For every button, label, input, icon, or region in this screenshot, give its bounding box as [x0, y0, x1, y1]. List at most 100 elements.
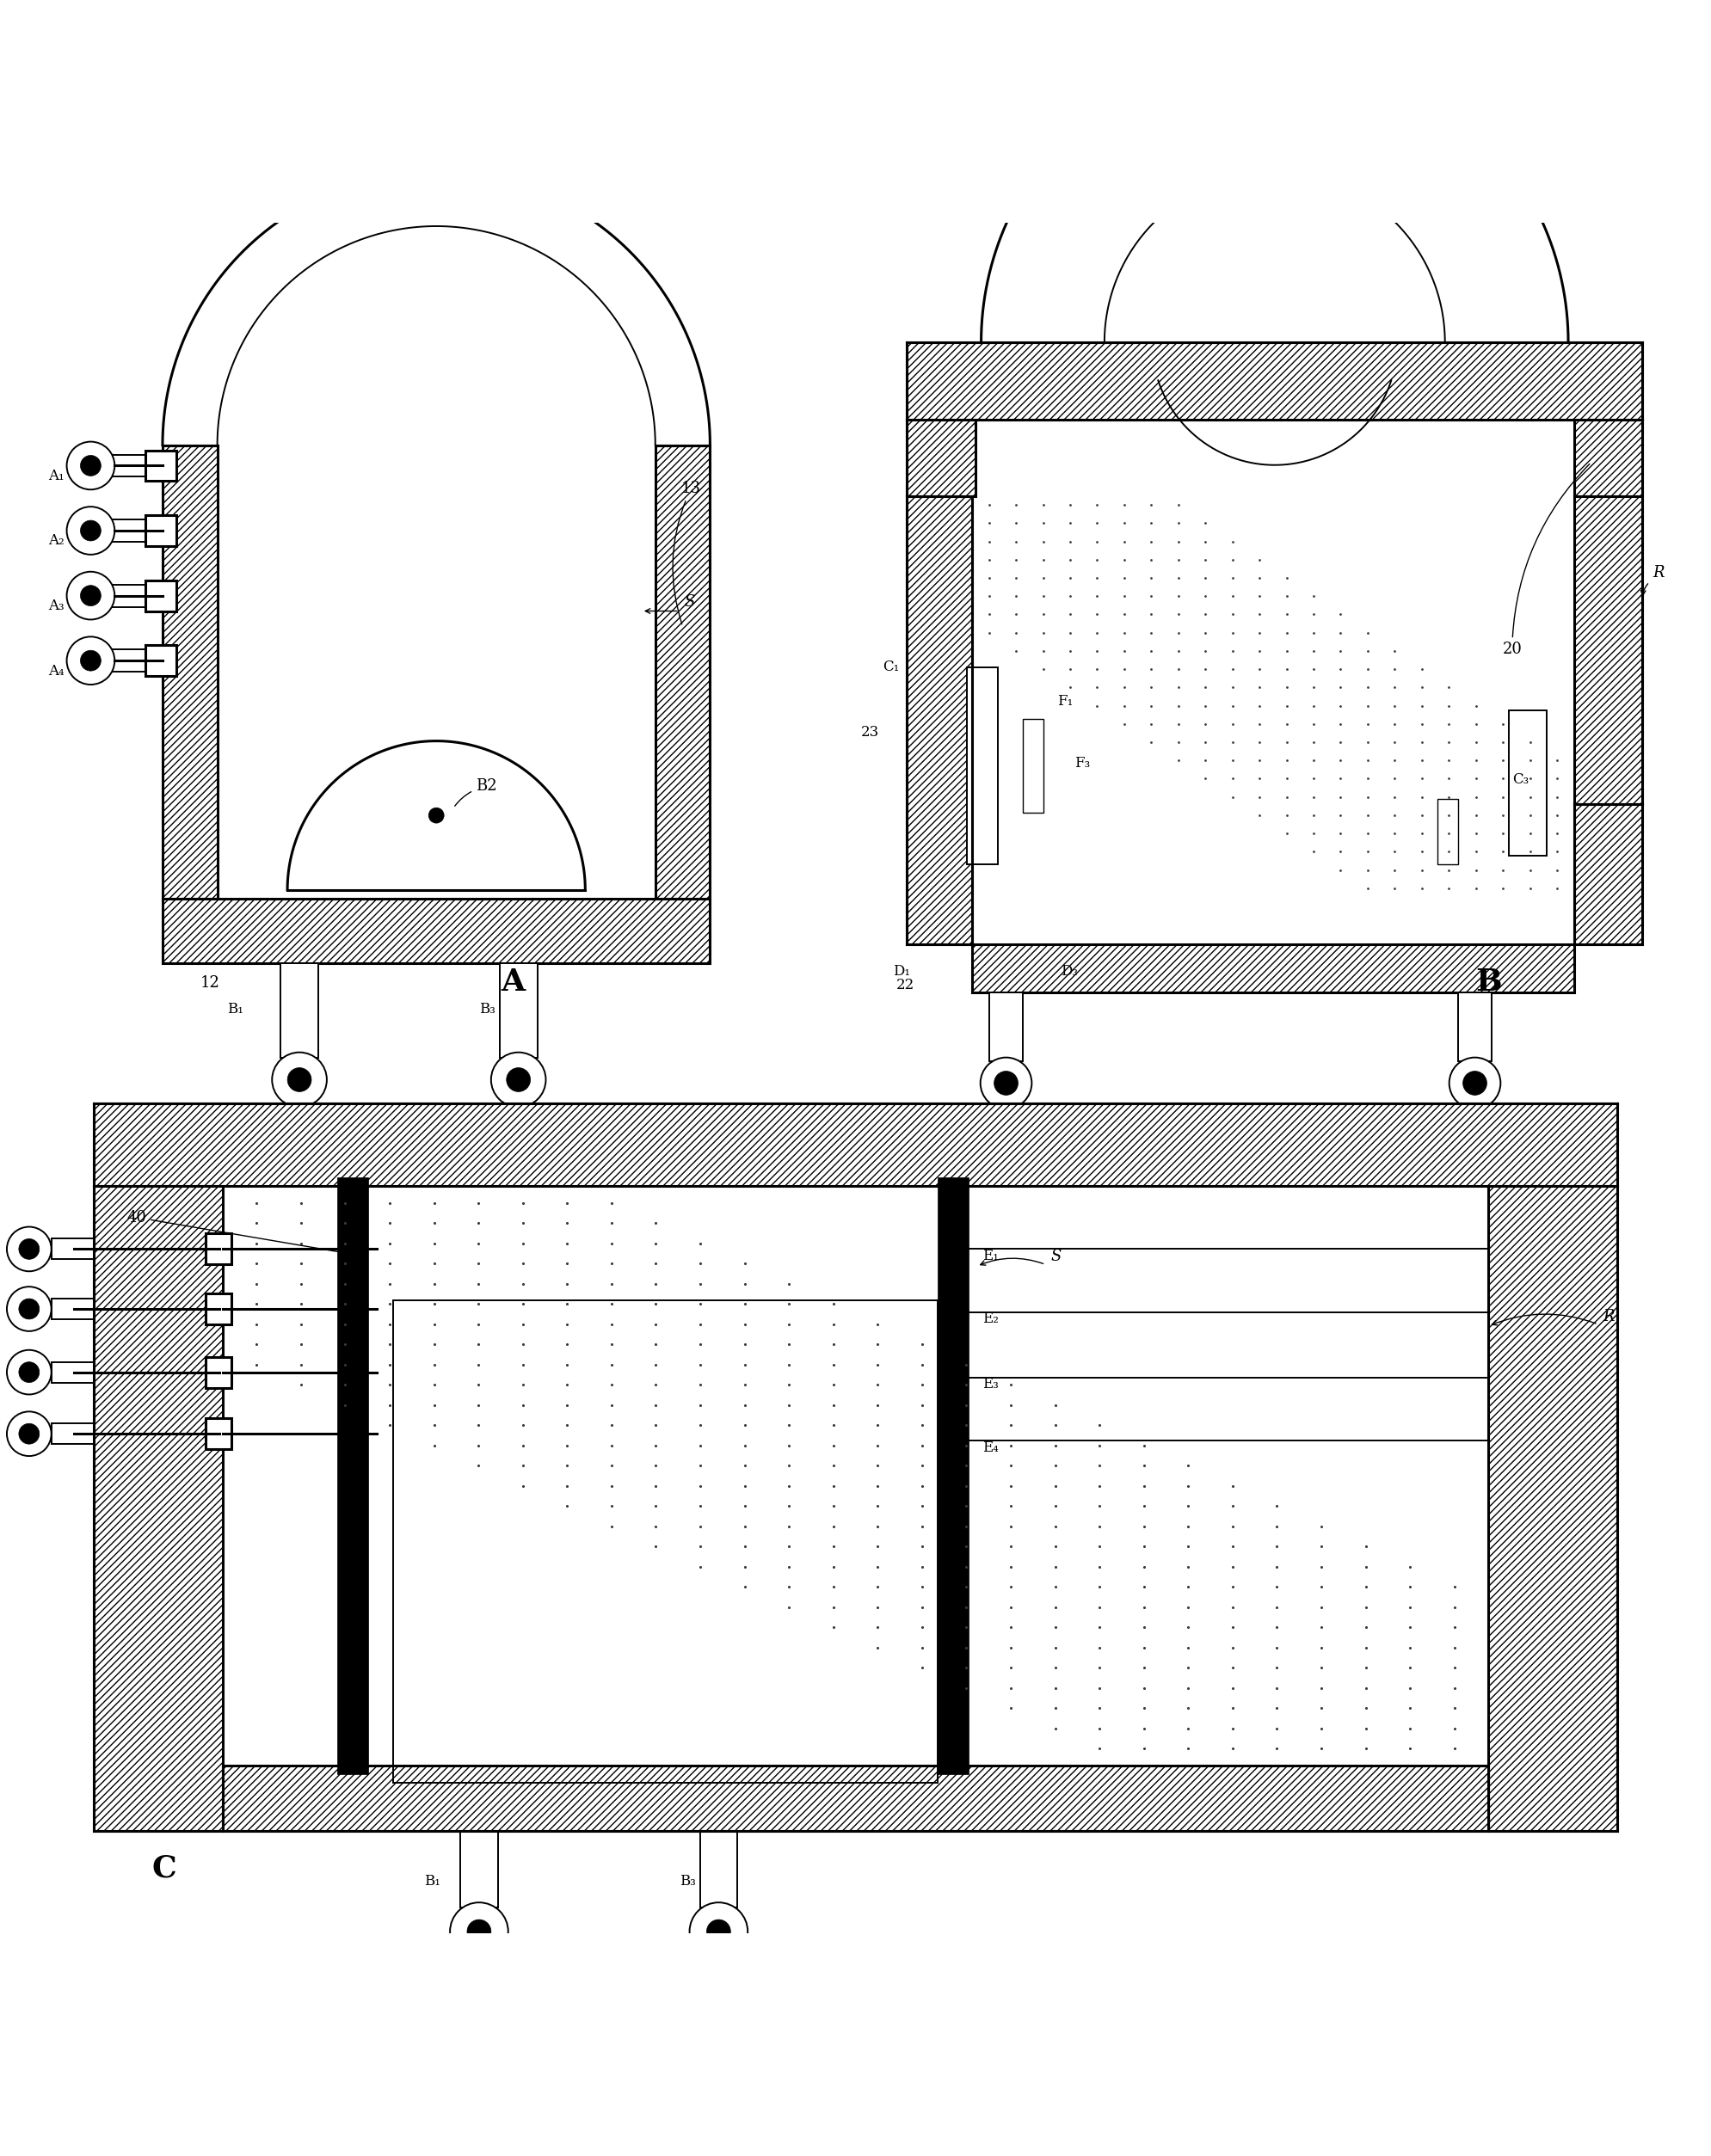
Point — [553, 1186, 580, 1220]
Point — [909, 1630, 936, 1664]
Point — [465, 1388, 493, 1423]
Bar — [281, 964, 318, 1056]
Point — [597, 1186, 625, 1220]
Point — [597, 1266, 625, 1300]
Point — [1138, 524, 1165, 558]
Point — [953, 1408, 980, 1442]
Circle shape — [428, 808, 443, 824]
Point — [1300, 798, 1328, 832]
Point — [243, 1186, 270, 1220]
Point — [953, 1509, 980, 1544]
Point — [1042, 1690, 1069, 1725]
Point — [1328, 852, 1355, 886]
Point — [1307, 1509, 1335, 1544]
Point — [1543, 852, 1571, 886]
Point — [1056, 507, 1083, 541]
Text: B₁: B₁ — [424, 1874, 440, 1889]
Circle shape — [19, 1240, 39, 1259]
Point — [1328, 634, 1355, 668]
Point — [1165, 744, 1193, 778]
Point — [421, 1266, 448, 1300]
Point — [642, 1408, 669, 1442]
Point — [1030, 524, 1057, 558]
Point — [1381, 651, 1408, 686]
Bar — [700, 1830, 737, 1908]
Point — [686, 1348, 713, 1382]
Point — [243, 1227, 270, 1261]
Point — [1353, 744, 1381, 778]
Point — [820, 1509, 847, 1544]
Point — [1300, 724, 1328, 759]
Point — [1042, 1651, 1069, 1686]
Point — [909, 1490, 936, 1524]
Point — [864, 1509, 891, 1544]
Point — [1131, 1427, 1158, 1462]
Point — [1056, 614, 1083, 649]
Point — [1086, 1611, 1114, 1645]
Point — [1086, 1509, 1114, 1544]
Point — [1328, 834, 1355, 869]
Point — [510, 1427, 537, 1462]
Point — [1083, 507, 1110, 541]
Bar — [655, 444, 710, 899]
Point — [642, 1287, 669, 1322]
Point — [1218, 1671, 1246, 1705]
Point — [642, 1509, 669, 1544]
Point — [864, 1408, 891, 1442]
Point — [287, 1367, 315, 1401]
Point — [597, 1328, 625, 1363]
Point — [1300, 634, 1328, 668]
Point — [953, 1449, 980, 1483]
Point — [1165, 580, 1193, 614]
Point — [864, 1307, 891, 1341]
Point — [1328, 817, 1355, 852]
Point — [1086, 1731, 1114, 1766]
Circle shape — [67, 442, 115, 489]
Point — [1436, 852, 1463, 886]
Point — [597, 1427, 625, 1462]
Point — [1352, 1611, 1379, 1645]
Point — [1056, 487, 1083, 522]
Point — [1030, 651, 1057, 686]
Point — [1463, 688, 1490, 722]
Point — [1030, 614, 1057, 649]
Text: A₄: A₄ — [48, 664, 63, 679]
Point — [975, 543, 1003, 578]
Text: F₃: F₃ — [1075, 755, 1090, 770]
Point — [1218, 707, 1246, 742]
Point — [1441, 1570, 1468, 1604]
Point — [1352, 1712, 1379, 1746]
Point — [1165, 597, 1193, 632]
Circle shape — [7, 1287, 51, 1330]
Text: S: S — [1051, 1248, 1061, 1263]
Bar — [94, 1104, 1617, 1186]
Circle shape — [506, 1067, 530, 1091]
Point — [1263, 1570, 1290, 1604]
Point — [1138, 671, 1165, 705]
Point — [1489, 834, 1516, 869]
Point — [1263, 1671, 1290, 1705]
Point — [1030, 543, 1057, 578]
Point — [1353, 834, 1381, 869]
Point — [332, 1266, 359, 1300]
Point — [1273, 614, 1300, 649]
Bar — [205, 1294, 231, 1324]
Text: 40: 40 — [127, 1210, 351, 1255]
Bar — [989, 992, 1023, 1061]
Point — [1381, 707, 1408, 742]
Point — [820, 1408, 847, 1442]
Point — [1263, 1651, 1290, 1686]
Point — [953, 1427, 980, 1462]
Point — [775, 1490, 802, 1524]
Point — [1516, 817, 1543, 852]
Point — [1191, 614, 1218, 649]
Point — [1042, 1388, 1069, 1423]
Bar — [907, 343, 1643, 420]
Point — [1307, 1630, 1335, 1664]
Point — [642, 1388, 669, 1423]
Point — [421, 1367, 448, 1401]
Point — [376, 1307, 404, 1341]
Point — [864, 1388, 891, 1423]
Point — [287, 1287, 315, 1322]
Point — [1165, 671, 1193, 705]
